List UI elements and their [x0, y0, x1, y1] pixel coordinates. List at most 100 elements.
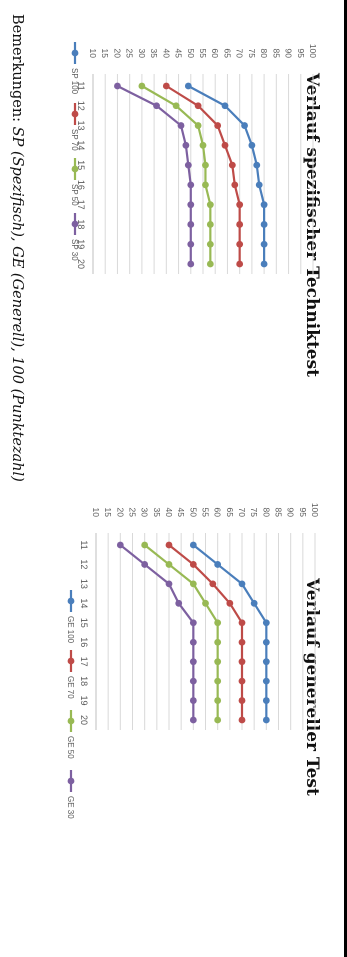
data-point [189, 580, 197, 588]
y-tick-label: 70 [235, 49, 245, 59]
data-point [202, 599, 209, 607]
data-point [226, 599, 234, 607]
data-point [138, 82, 146, 90]
data-point [189, 561, 197, 568]
data-point [189, 541, 197, 549]
y-tick-label: 85 [274, 508, 284, 518]
y-tick-label: 40 [161, 49, 171, 59]
data-point [165, 561, 173, 568]
legend-marker [67, 597, 75, 605]
y-tick-label: 35 [152, 508, 162, 518]
y-tick-label: 70 [237, 508, 247, 518]
data-point [162, 82, 170, 90]
data-point [236, 201, 244, 209]
data-point [255, 181, 263, 189]
series-line-3 [143, 544, 219, 720]
data-point [187, 201, 195, 209]
data-point [238, 638, 246, 646]
data-point [260, 221, 268, 228]
data-point [214, 619, 222, 627]
y-tick-label: 25 [128, 508, 138, 518]
series-line-2 [165, 85, 241, 264]
y-tick-label: 75 [247, 49, 257, 59]
data-point [214, 658, 222, 666]
data-point [221, 102, 229, 110]
data-point [228, 161, 236, 169]
data-point [260, 240, 268, 248]
legend-label: SP 30 [70, 239, 79, 261]
legend-marker [67, 717, 75, 725]
y-tick-label: 10 [88, 49, 98, 59]
y-tick-label: 80 [259, 49, 269, 59]
y-tick-label: 20 [115, 508, 125, 518]
y-tick-label: 55 [198, 49, 208, 59]
data-point [236, 260, 244, 268]
data-point [206, 201, 214, 209]
chart-title: Verlauf genereller Test [302, 577, 322, 796]
data-point [260, 260, 268, 268]
data-point [260, 201, 268, 209]
data-point [209, 580, 217, 588]
x-tick-label: 14 [76, 140, 86, 150]
y-tick-label: 65 [225, 508, 235, 518]
data-point [262, 658, 270, 666]
remarks-note: Bemerkungen: SP (Spezifisch), GE (Genere… [9, 14, 25, 482]
y-tick-label: 50 [188, 508, 198, 518]
data-point [194, 122, 202, 129]
legend-marker [71, 165, 79, 173]
x-tick-label: 20 [79, 715, 89, 725]
legend-label: GE 50 [66, 736, 75, 759]
y-tick-label: 45 [176, 508, 186, 518]
series-line-4 [116, 85, 192, 264]
data-point [177, 122, 185, 129]
data-point [214, 122, 222, 129]
data-point [253, 161, 261, 169]
y-tick-label: 60 [210, 49, 220, 59]
data-point [236, 221, 244, 228]
y-tick-label: 30 [140, 508, 150, 518]
y-tick-label: 75 [249, 508, 259, 518]
data-point [114, 82, 121, 90]
y-tick-label: 90 [284, 49, 294, 59]
data-point [236, 240, 244, 248]
x-tick-label: 12 [76, 101, 86, 111]
y-tick-label: 40 [164, 508, 174, 518]
data-point [172, 102, 180, 110]
x-tick-label: 16 [79, 637, 89, 647]
data-point [182, 141, 190, 149]
y-tick-label: 90 [286, 508, 296, 518]
x-tick-label: 16 [76, 180, 86, 190]
x-tick-label: 18 [76, 219, 86, 229]
x-tick-label: 18 [79, 676, 89, 686]
y-tick-label: 80 [261, 508, 271, 518]
remarks-prefix: Bemerkungen: [9, 14, 25, 127]
legend-marker [67, 777, 75, 785]
data-point [141, 561, 149, 568]
legend-label: SP 50 [70, 184, 79, 206]
data-point [238, 716, 246, 724]
data-point [214, 716, 222, 724]
y-tick-label: 35 [149, 49, 159, 59]
y-tick-label: 10 [91, 508, 101, 518]
data-point [248, 141, 256, 149]
data-point [238, 658, 246, 666]
data-point [214, 697, 222, 704]
data-point [189, 619, 197, 627]
x-tick-label: 12 [79, 559, 89, 569]
x-tick-label: 15 [76, 160, 86, 170]
y-tick-label: 20 [112, 49, 122, 59]
series-line-1 [192, 544, 268, 720]
y-tick-label: 25 [125, 49, 135, 59]
data-point [184, 161, 192, 169]
data-point [165, 580, 173, 588]
x-tick-label: 11 [76, 81, 86, 90]
data-point [189, 658, 197, 666]
data-point [153, 102, 160, 110]
legend-label: GE 70 [66, 676, 75, 699]
x-tick-label: 20 [76, 259, 86, 269]
y-tick-label: 95 [298, 508, 308, 518]
data-point [262, 716, 270, 724]
